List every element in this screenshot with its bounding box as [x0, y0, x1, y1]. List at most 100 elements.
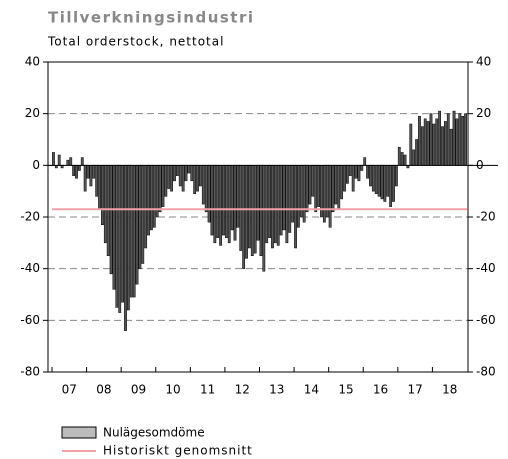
bar [420, 126, 424, 166]
bar [279, 165, 283, 236]
bar [75, 165, 78, 179]
y2-tick-label: -20 [476, 210, 496, 224]
bar [271, 165, 274, 249]
x-tick-label: 16 [373, 383, 388, 397]
bar [268, 165, 271, 238]
bar [118, 165, 122, 313]
bar [354, 165, 358, 179]
bar [224, 165, 228, 238]
x-tick-label: 13 [269, 383, 284, 397]
bar [297, 165, 300, 228]
bar [449, 128, 453, 166]
bar [395, 165, 398, 187]
bar [331, 165, 335, 213]
bar [311, 165, 315, 197]
bar [86, 165, 90, 179]
bar [147, 165, 150, 236]
x-tick-label: 15 [338, 383, 353, 397]
bar [57, 154, 61, 166]
bar [276, 165, 280, 246]
bar [161, 165, 165, 207]
bar [366, 165, 369, 179]
bar [233, 165, 237, 241]
bar [288, 165, 292, 233]
bar [199, 165, 202, 187]
bar [380, 165, 384, 200]
bar [305, 165, 309, 213]
bar [178, 165, 182, 187]
bar [101, 165, 104, 225]
chart-subtitle: Total orderstock, nettotal [47, 35, 224, 49]
y-tick-label: 20 [25, 106, 40, 120]
bar [132, 165, 136, 298]
bar [397, 147, 401, 166]
bar [461, 116, 465, 166]
x-tick-label: 11 [200, 383, 215, 397]
bar [124, 165, 127, 331]
bar [435, 118, 439, 166]
bar [227, 165, 231, 244]
bar [383, 165, 387, 202]
bar [351, 165, 355, 192]
bar [371, 165, 375, 192]
bar [135, 165, 139, 285]
bar [346, 165, 349, 184]
bar [95, 165, 99, 197]
bar [317, 165, 320, 207]
bar [190, 165, 194, 182]
bar [438, 110, 442, 166]
bar [400, 152, 404, 166]
bar [98, 165, 101, 210]
y2-tick-label: -40 [476, 261, 496, 275]
bar [207, 165, 211, 223]
y2-tick-label: -80 [476, 365, 496, 379]
bar [259, 165, 263, 256]
bar [115, 165, 119, 308]
bar [340, 165, 344, 200]
bar [175, 165, 179, 176]
x-tick-label: 17 [407, 383, 422, 397]
bar [322, 165, 326, 223]
legend-label: Nulägesomdöme [103, 426, 205, 440]
bar [239, 165, 243, 251]
bar [181, 165, 185, 192]
bar [89, 165, 93, 187]
x-tick-label: 18 [442, 383, 457, 397]
bar [204, 165, 208, 213]
bar [328, 165, 332, 228]
bar [250, 165, 254, 256]
bar [285, 165, 289, 244]
bar [423, 118, 427, 166]
bar [446, 113, 450, 166]
legend-swatch [61, 426, 97, 439]
bar [458, 113, 462, 166]
x-tick-label: 09 [131, 383, 146, 397]
bar [464, 113, 467, 166]
bar [216, 165, 220, 238]
bar [72, 165, 76, 176]
bar [121, 165, 124, 303]
bar [374, 165, 378, 194]
bar [377, 165, 381, 197]
bar [443, 121, 447, 166]
bar [363, 157, 367, 166]
bar [409, 123, 413, 166]
y-tick-label: 40 [25, 55, 40, 69]
bar [83, 165, 87, 192]
bar [357, 165, 361, 182]
x-tick-label: 10 [165, 383, 180, 397]
x-tick-label: 12 [235, 383, 250, 397]
bar [164, 165, 168, 197]
y-tick-label: -80 [20, 365, 40, 379]
bar [308, 165, 312, 205]
bar [265, 165, 269, 244]
y2-tick-label: -60 [476, 313, 496, 327]
bar [170, 165, 173, 192]
bar [80, 157, 84, 166]
bar [432, 123, 436, 166]
bar [144, 165, 148, 249]
bar [103, 165, 107, 244]
bar [219, 165, 222, 246]
y-tick-label: 0 [32, 158, 40, 172]
bar [426, 121, 430, 166]
